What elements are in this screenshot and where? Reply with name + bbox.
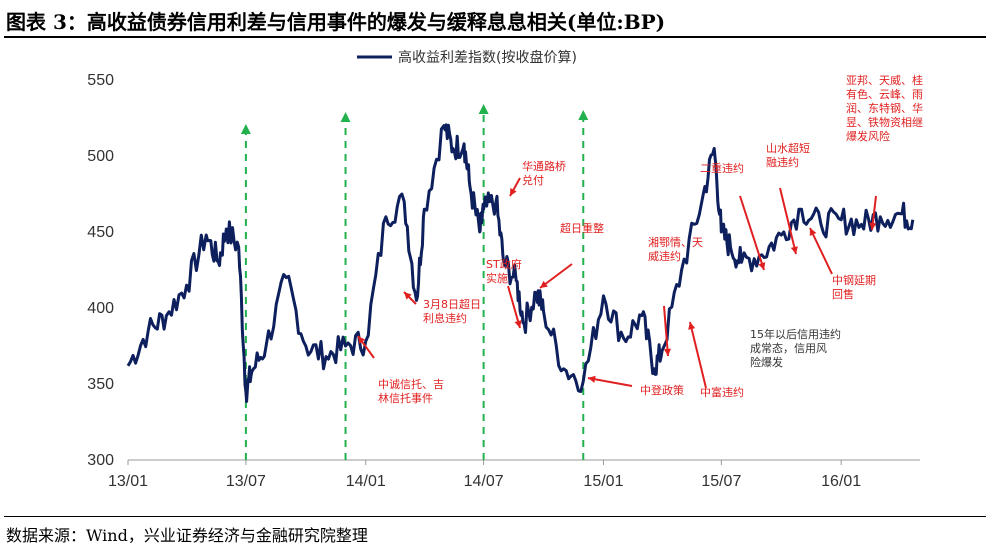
event-pointer-head [790, 246, 798, 254]
event-annotation-line: 昱、铁物资相继 [846, 115, 923, 129]
event-pointer-head [540, 280, 548, 288]
event-annotation-line: 亚邦、天威、桂 [846, 73, 923, 87]
event-annotation: 中钢延期回售 [832, 274, 876, 301]
event-pointer-head [358, 336, 366, 344]
event-pointer [689, 321, 707, 389]
y-tick-label: 500 [87, 148, 114, 165]
event-pointer-head [758, 262, 766, 270]
x-tick-label: 13/07 [226, 473, 266, 490]
series-layer [126, 123, 915, 403]
green-arrows [240, 104, 589, 460]
event-pointer-head [510, 188, 517, 196]
x-tick-label: 14/07 [464, 473, 504, 490]
y-tick-label: 450 [87, 224, 114, 241]
event-annotation-line: 3月8日超日 [423, 297, 481, 311]
event-annotation: 二重违约 [700, 161, 744, 175]
event-pointer [779, 187, 797, 255]
chart-axes: 300 350 400 450 500 550 13/01 13/07 14/01 14/07 15… [87, 72, 920, 490]
x-tick-label: 14/01 [346, 473, 386, 490]
event-annotation-line: 有色、云峰、雨 [846, 87, 923, 101]
event-annotation: 山水超短融违约 [766, 141, 810, 169]
y-tick-label: 550 [87, 72, 114, 89]
event-annotation-line: 利息违约 [423, 311, 467, 325]
regime-note-line: 成常态，信用风 [750, 342, 827, 355]
event-annotation: 华通路桥兑付 [522, 159, 566, 187]
chart-legend: 高收益利差指数(按收盘价算) [357, 49, 577, 66]
source-note: 数据来源：Wind，兴业证券经济与金融研究院整理 [6, 526, 368, 545]
event-pointer-head [404, 292, 412, 300]
event-annotation-line: 回售 [832, 287, 854, 301]
event-annotation-line: 超日重整 [560, 221, 604, 235]
x-tick-label: 15/07 [701, 473, 741, 490]
event-pointer [587, 377, 633, 387]
green-arrow-head [478, 104, 489, 114]
event-annotation: 亚邦、天威、桂有色、云峰、雨润、东特钢、华昱、铁物资相继爆发风险 [846, 73, 923, 143]
event-pointer [663, 305, 669, 357]
event-annotation-line: 二重违约 [700, 161, 744, 175]
event-annotation-line: 融违约 [766, 156, 799, 169]
spread-line [126, 123, 915, 403]
event-annotation-line: 爆发风险 [846, 129, 890, 143]
event-annotation-line: 华通路桥 [522, 159, 566, 173]
regime-note-line: 15年以后信用违约 [750, 327, 841, 341]
event-pointer-head [514, 320, 522, 328]
event-annotation-line: 中富违约 [700, 385, 744, 399]
event-annotation-line: 实施 [486, 271, 508, 285]
event-annotation-line: 中钢延期 [832, 274, 876, 287]
event-pointer-head [809, 228, 817, 236]
x-tick-label: 15/01 [583, 473, 623, 490]
event-annotation: 超日重整 [560, 221, 604, 235]
event-annotation: 3月8日超日利息违约 [423, 297, 481, 325]
bottom-rule [4, 516, 986, 517]
event-pointer-head [588, 375, 596, 383]
top-rule [4, 36, 986, 38]
event-annotation-line: ST政府 [486, 257, 522, 271]
event-annotation: ST政府实施 [486, 257, 522, 285]
event-annotation-line: 林信托事件 [378, 391, 433, 405]
event-annotation: 中诚信托、吉林信托事件 [378, 377, 444, 405]
event-annotation-line: 湘鄂情、天 [648, 235, 703, 249]
event-annotation: 中登政策 [640, 383, 684, 397]
event-pointer [507, 285, 521, 329]
spread-chart: 300 350 400 450 500 550 13/01 13/07 14/01 14/07 15… [87, 49, 923, 490]
event-annotation: 中富违约 [700, 385, 744, 399]
event-pointer-head [688, 322, 696, 330]
event-pointer-head [869, 222, 877, 230]
event-annotation-line: 中诚信托、吉 [378, 377, 444, 391]
green-arrow-head [578, 110, 589, 120]
event-annotation-line: 威违约 [648, 250, 681, 263]
event-annotation-line: 兑付 [522, 173, 544, 187]
green-arrow-head [240, 124, 251, 134]
y-tick-label: 300 [87, 452, 114, 469]
annotations-layer: 中诚信托、吉林信托事件 3月8日超日利息违约 华通路桥兑付 ST政府实施 超日重整中登政… [357, 73, 923, 405]
y-tick-label: 350 [87, 376, 114, 393]
green-arrow-head [340, 112, 351, 122]
event-pointer-head [663, 348, 672, 356]
event-annotation-line: 中登政策 [640, 383, 684, 397]
event-annotation-line: 润、东特钢、华 [846, 101, 923, 115]
event-annotation: 湘鄂情、天威违约 [648, 235, 703, 263]
regime-note-line: 险爆发 [750, 355, 783, 369]
figure-title: 图表 3：高收益债券信用利差与信用事件的爆发与缓释息息相关(单位:BP) [6, 10, 666, 34]
legend-label: 高收益利差指数(按收盘价算) [398, 49, 577, 66]
y-tick-label: 400 [87, 300, 114, 317]
x-tick-label: 13/01 [108, 473, 148, 490]
event-pointer [739, 195, 765, 271]
event-pointer [809, 227, 833, 275]
event-annotation-line: 山水超短 [766, 141, 810, 155]
regime-note: 15年以后信用违约成常态，信用风险爆发 [750, 327, 841, 369]
x-tick-label: 16/01 [821, 473, 861, 490]
